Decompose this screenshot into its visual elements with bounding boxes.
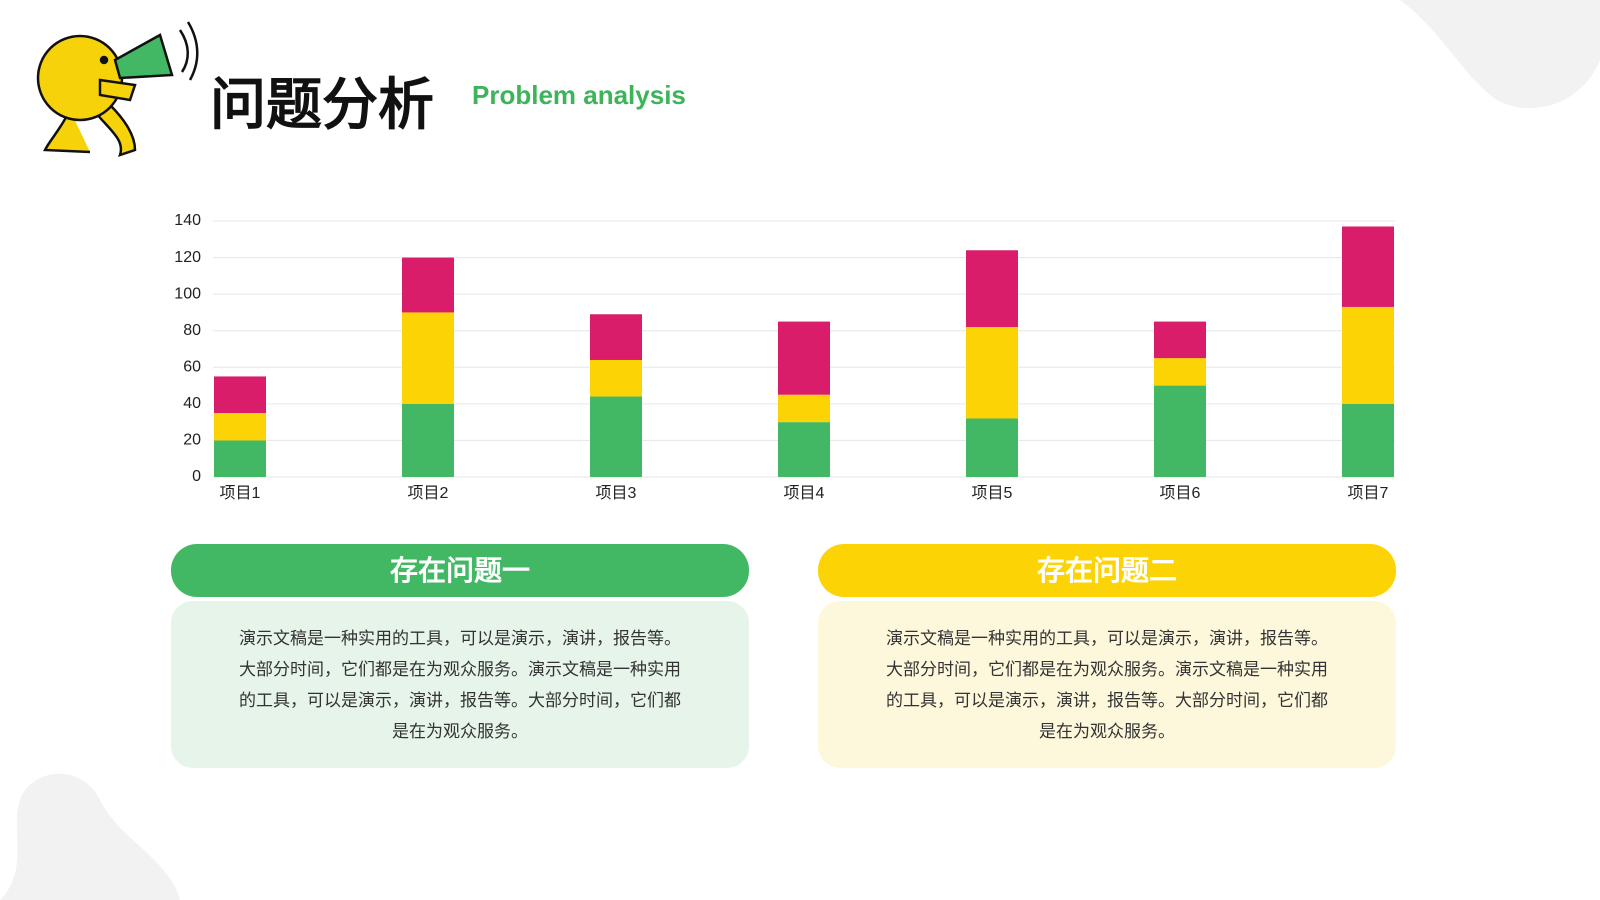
bar-segment [590, 396, 642, 477]
bar-segment [590, 359, 642, 397]
mascot [36, 21, 199, 157]
x-tick-label: 项目7 [1348, 485, 1389, 502]
bar-segment [402, 403, 454, 477]
card: 存在问题一 演示文稿是一种实用的工具，可以是演示，演讲，报告等。大部分时间，它们… [171, 544, 749, 768]
chart: 0 20 40 60 80 100 120 140 项目1 项目2 项目3 项目4 项目5 项目6 项目7 [174, 212, 1395, 502]
subtitle: Problem analysis [472, 80, 686, 110]
x-tick-label: 项目4 [784, 485, 825, 502]
y-tick-label: 100 [174, 285, 201, 302]
bar-segment [1154, 321, 1206, 359]
bar-segment [402, 257, 454, 313]
y-tick-label: 60 [183, 359, 201, 376]
y-tick-label: 40 [183, 395, 201, 412]
bar-segment [966, 327, 1018, 419]
y-tick-label: 0 [192, 468, 201, 485]
card-text: 演示文稿是一种实用的工具，可以是演示，演讲，报告等。大部分时间，它们都是在为观众… [818, 601, 1396, 768]
y-tick-label: 80 [183, 322, 201, 339]
bar-segment [778, 394, 830, 423]
card-title: 存在问题二 [818, 544, 1396, 597]
y-tick-label: 140 [174, 212, 201, 229]
x-tick-label: 项目5 [972, 485, 1013, 502]
bar-segment [402, 312, 454, 404]
bar-segment [1154, 358, 1206, 386]
card-text: 演示文稿是一种实用的工具，可以是演示，演讲，报告等。大部分时间，它们都是在为观众… [171, 601, 749, 768]
x-tick-label: 项目2 [408, 485, 449, 502]
blob [1400, 0, 1600, 109]
bar-segment [778, 321, 830, 395]
card-title: 存在问题一 [171, 544, 749, 597]
bar-segment [1342, 226, 1394, 307]
blob [0, 773, 180, 900]
bar-segment [1342, 403, 1394, 477]
bar-segment [214, 376, 266, 413]
bar-segment [214, 440, 266, 477]
title: 问题分析 [210, 73, 434, 136]
y-tick-label: 120 [174, 249, 201, 266]
bar-segment [1342, 306, 1394, 404]
bar-segment [214, 413, 266, 441]
bar-segment [966, 250, 1018, 328]
bar-segment [590, 314, 642, 360]
x-tick-label: 项目6 [1160, 485, 1201, 502]
card: 存在问题二 演示文稿是一种实用的工具，可以是演示，演讲，报告等。大部分时间，它们… [818, 544, 1396, 768]
bar-segment [966, 418, 1018, 477]
bar-segment [778, 422, 830, 477]
x-tick-label: 项目3 [596, 485, 637, 502]
y-tick-label: 20 [183, 432, 201, 449]
bar-segment [1154, 385, 1206, 477]
x-tick-label: 项目1 [220, 485, 261, 502]
